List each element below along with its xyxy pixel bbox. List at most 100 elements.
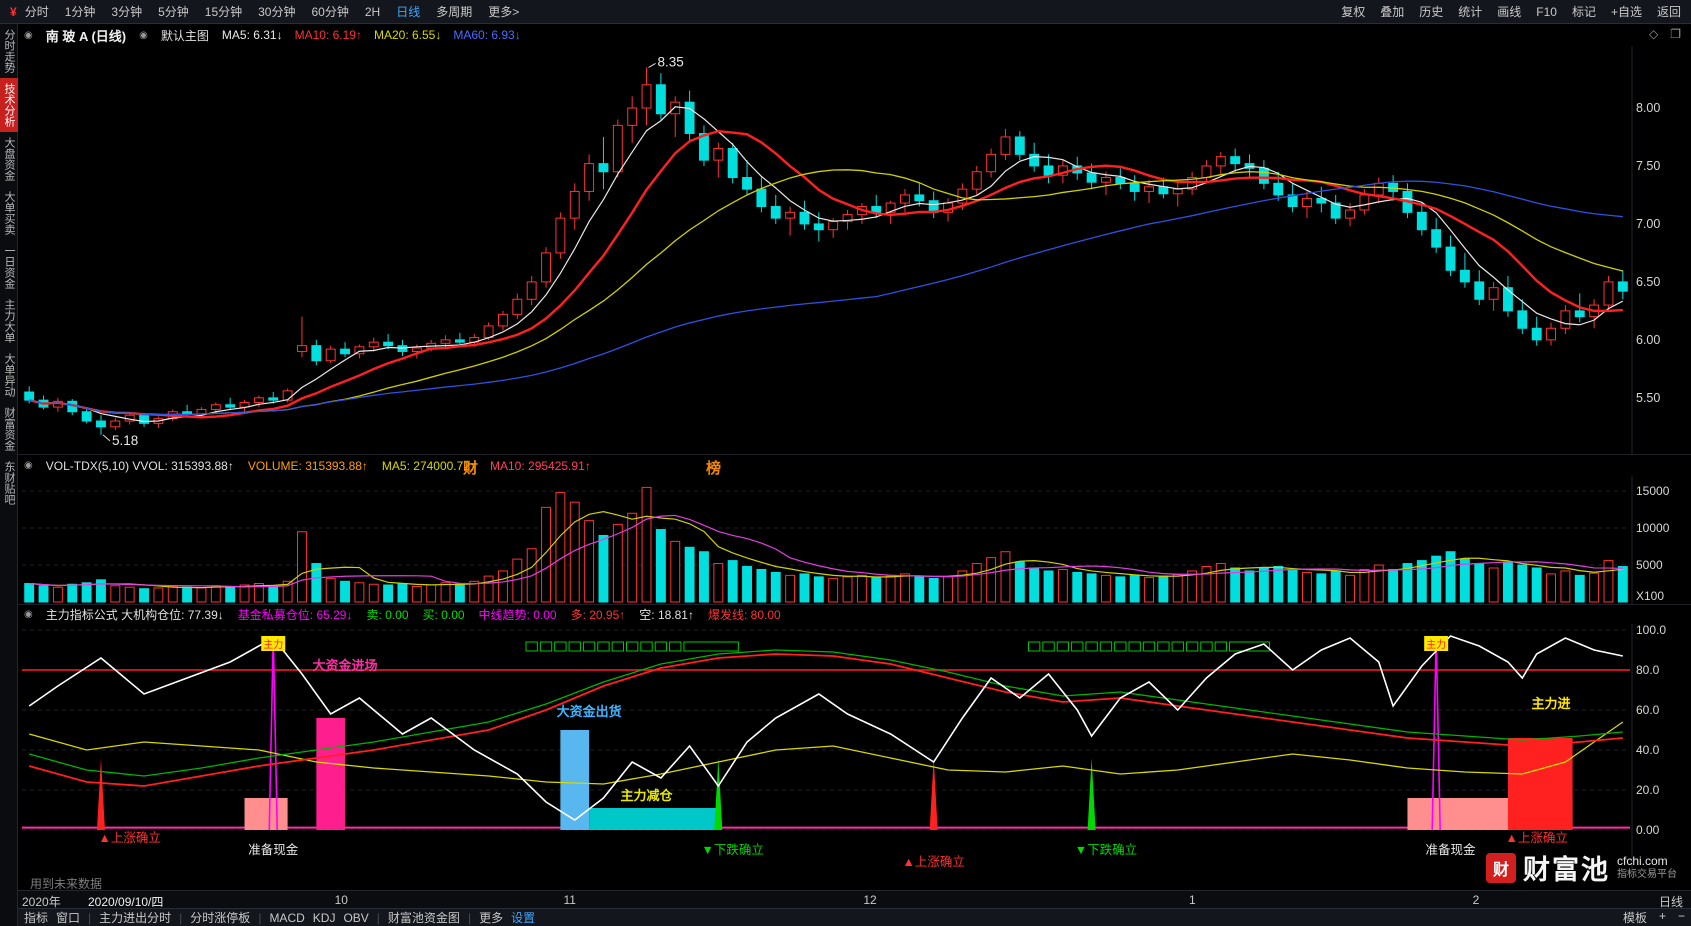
signal-text-label: 准备现金 <box>1426 842 1477 857</box>
bottom-item-3-2[interactable]: OBV <box>343 910 369 925</box>
bottom-item-1-0[interactable]: 主力进出分时 <box>99 911 172 925</box>
indicator-dot-icon: ◉ <box>24 609 33 620</box>
bottom-item-4-0[interactable]: 财富池资金图 <box>387 911 460 925</box>
period-item-4[interactable]: 15分钟 <box>204 5 243 19</box>
period-item-10[interactable]: 更多> <box>488 5 520 19</box>
sidebar-item-5[interactable]: 主力大单 <box>3 299 15 343</box>
ma-label-0: MA5: 6.31↓ <box>221 28 283 42</box>
time-axis[interactable]: 2020年 2020/09/10/四 10 11 12 1 2 日线 <box>18 890 1691 909</box>
period-item-9[interactable]: 多周期 <box>436 5 473 19</box>
timeline-month-4: 2 <box>1472 893 1480 907</box>
corner-icon-0[interactable]: ◇ <box>1649 27 1659 41</box>
flag-marker <box>261 636 286 651</box>
tool-item-8[interactable]: 返回 <box>1656 5 1681 19</box>
bottom-right-item-2[interactable]: − <box>1677 909 1685 923</box>
signal-cell <box>1099 641 1113 652</box>
ind-label-7: 爆发线: 80.00 <box>707 608 781 622</box>
indicator-annotation: 主力减仓 <box>621 788 674 803</box>
period-item-6[interactable]: 60分钟 <box>311 5 349 19</box>
signal-cell <box>1056 641 1070 652</box>
signal-cell <box>1185 641 1199 652</box>
svg-text:X100: X100 <box>1636 589 1664 603</box>
period-menu: 分时 1分钟 3分钟 5分钟 15分钟 30分钟 60分钟 2H 日线 多周期 更多> <box>25 3 520 20</box>
bottom-right-item-1[interactable]: + <box>1658 909 1666 923</box>
layout-selector[interactable]: 默认主图 <box>160 28 209 43</box>
signal-cell <box>669 641 682 652</box>
sidebar-item-0[interactable]: 分时走势 <box>3 29 15 73</box>
sidebar-item-1[interactable]: 技术分析 <box>0 78 18 132</box>
volume-dot-icon: ◉ <box>24 460 33 471</box>
toolbar-separator: | <box>467 910 472 925</box>
tool-item-6[interactable]: 标记 <box>1571 5 1596 19</box>
period-item-8[interactable]: 日线 <box>396 5 421 19</box>
svg-text:8.35: 8.35 <box>658 54 684 69</box>
tool-item-1[interactable]: 叠加 <box>1380 5 1405 19</box>
bottom-item-5-0[interactable]: 更多 <box>479 911 504 925</box>
signal-cell <box>1200 641 1213 652</box>
bottom-right-item-0[interactable]: 模板 <box>1622 911 1647 925</box>
tool-item-2[interactable]: 历史 <box>1419 5 1444 19</box>
sidebar-item-3[interactable]: 大单买卖 <box>3 191 15 235</box>
bottom-item-3-1[interactable]: KDJ <box>312 910 336 925</box>
orange-watermark-char-1: 榜 <box>706 460 722 477</box>
timeline-month-0: 10 <box>334 893 348 907</box>
bottom-item-0-1[interactable]: 窗口 <box>56 911 81 925</box>
bottom-item-3-0[interactable]: MACD <box>269 910 305 925</box>
volume-header: ◉ VOL-TDX(5,10) VVOL: 315393.88↑ VOLUME: … <box>18 454 1691 477</box>
signal-cell <box>1128 641 1141 652</box>
vol-label-1: VOLUME: 315393.88↑ <box>247 458 368 473</box>
tool-item-3[interactable]: 统计 <box>1458 5 1483 19</box>
bottom-item-0-0[interactable]: 指标 <box>24 911 49 925</box>
tool-item-5[interactable]: F10 <box>1536 4 1557 19</box>
period-item-1[interactable]: 1分钟 <box>64 5 96 19</box>
period-item-5[interactable]: 30分钟 <box>258 5 296 19</box>
signal-block <box>1507 738 1573 830</box>
sidebar-item-6[interactable]: 大单异动 <box>3 353 15 397</box>
signal-cell <box>597 641 610 652</box>
vol-label-0: VOL-TDX(5,10) VVOL: 315393.88↑ <box>45 458 234 473</box>
svg-text:15000: 15000 <box>1636 484 1670 498</box>
signal-text-label: 准备现金 <box>248 842 299 857</box>
bottom-item-2-0[interactable]: 分时涨停板 <box>190 911 251 925</box>
sidebar-item-2[interactable]: 大盘资金 <box>3 137 15 181</box>
volume-bars <box>24 486 1628 603</box>
ma10-line <box>28 129 1623 419</box>
signal-cell <box>1171 641 1184 652</box>
signal-cell <box>1085 641 1098 652</box>
signal-cell <box>611 641 625 652</box>
signal-text-label: ▲上涨确立 <box>902 854 964 869</box>
timeline-year: 2020年 <box>22 895 61 909</box>
timeline-month-2: 12 <box>863 893 877 907</box>
vol-label-3: MA10: 295425.91↑ <box>490 458 591 473</box>
signal-text-label: ▲上涨确立 <box>1505 830 1567 845</box>
cfchi-brand-title: 财富池 <box>1523 855 1610 885</box>
signal-text-label: ▲上涨确立 <box>98 830 160 845</box>
main-candlestick-chart[interactable]: 8.00 7.50 7.00 6.50 6.00 5.50 8.35 5.18 <box>18 46 1691 454</box>
sidebar-item-7[interactable]: 财富资金 <box>3 407 15 451</box>
cfchi-watermark: 财 财富池 cfchi.com 指标交易平台 <box>1486 848 1677 887</box>
white-line <box>28 635 1623 821</box>
bottom-item-5-1[interactable]: 设置 <box>511 911 536 925</box>
ind-label-6: 空: 18.81↑ <box>639 608 694 622</box>
tool-item-7[interactable]: +自选 <box>1610 5 1642 19</box>
spike <box>1087 758 1096 830</box>
svg-text:0.00: 0.00 <box>1636 823 1660 837</box>
bottom-toolbar-right: 模板 + − <box>1623 909 1685 926</box>
sidebar-item-8[interactable]: 东财贴吧 <box>3 461 15 505</box>
red-line <box>28 653 1623 787</box>
period-item-0[interactable]: 分时 <box>24 5 49 19</box>
period-item-2[interactable]: 3分钟 <box>111 5 143 19</box>
svg-text:7.50: 7.50 <box>1636 159 1660 173</box>
period-item-3[interactable]: 5分钟 <box>158 5 189 19</box>
tool-item-4[interactable]: 画线 <box>1497 5 1522 19</box>
period-item-7[interactable]: 2H <box>364 4 381 19</box>
toolbar-separator: | <box>88 910 92 925</box>
sidebar-item-4[interactable]: 一日资金 <box>3 245 15 289</box>
ind-label-0: 主力指标公式 大机构仓位: 77.39↓ <box>45 608 224 622</box>
corner-icon-1[interactable]: ❐ <box>1670 27 1681 41</box>
volume-chart[interactable]: 15000 10000 5000 X100 <box>18 476 1691 604</box>
spike <box>929 758 938 830</box>
tool-item-0[interactable]: 复权 <box>1341 5 1366 19</box>
signal-cell <box>640 641 653 652</box>
